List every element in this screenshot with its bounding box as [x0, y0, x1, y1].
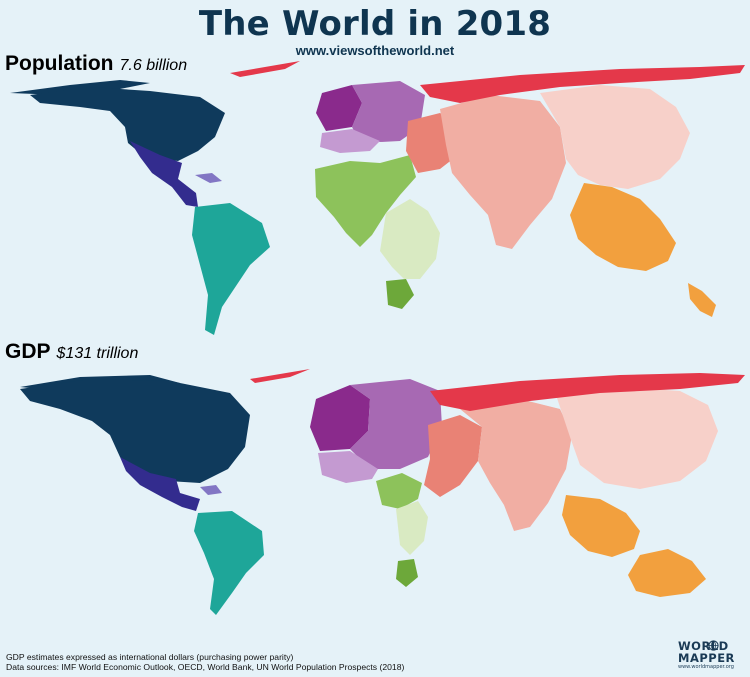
pop-arctic	[10, 80, 150, 95]
pop-east-asia	[540, 85, 690, 189]
population-label: Population	[5, 52, 114, 75]
pop-southern-europe	[320, 129, 380, 153]
logo-url: www.worldmapper.org	[678, 664, 734, 670]
gdp-east-asia	[556, 387, 718, 489]
pop-greenland	[230, 61, 300, 77]
pop-eastern-europe	[352, 81, 425, 143]
pop-southeast-asia	[570, 183, 676, 271]
pop-north-africa	[315, 155, 416, 247]
pop-east-africa	[380, 199, 440, 279]
footnote-sources: Data sources: IMF World Economic Outlook…	[6, 662, 405, 672]
logo-line-2: MAPPER	[678, 650, 735, 665]
source-url: www.viewsoftheworld.net	[295, 43, 455, 58]
gdp-south-america	[194, 511, 264, 615]
gdp-cartogram	[20, 369, 745, 615]
gdp-southern-africa	[396, 559, 418, 587]
gdp-panel-label: GDP $131 trillion	[5, 340, 138, 364]
pop-western-europe	[316, 85, 362, 131]
pop-central-america	[130, 141, 198, 207]
pop-south-america	[192, 203, 270, 335]
pop-russia-band	[420, 65, 745, 103]
pop-southern-africa	[386, 279, 414, 309]
gdp-north-africa	[376, 473, 422, 509]
page-title: The World in 2018	[198, 4, 552, 44]
population-value: 7.6 billion	[119, 57, 188, 74]
pop-north-america	[30, 87, 225, 161]
population-panel-label: Population 7.6 billion	[5, 52, 187, 76]
gdp-southern-europe	[318, 451, 378, 483]
footnote-ppp: GDP estimates expressed as international…	[6, 652, 294, 662]
pop-caribbean	[195, 173, 222, 183]
pop-oceania	[688, 283, 716, 317]
gdp-central-america	[120, 457, 200, 511]
pop-south-asia	[440, 95, 566, 249]
gdp-greenland	[250, 369, 310, 383]
gdp-value: $131 trillion	[56, 345, 139, 362]
gdp-russia-band	[430, 373, 745, 411]
gdp-north-america	[20, 379, 250, 483]
population-cartogram	[10, 61, 745, 335]
gdp-east-africa	[396, 501, 428, 555]
gdp-eastern-europe	[350, 379, 442, 469]
worldmapper-logo: WORLD MAPPER www.worldmapper.org	[678, 639, 746, 670]
gdp-middle-east	[424, 415, 482, 497]
gdp-label: GDP	[5, 340, 51, 363]
gdp-caribbean	[200, 485, 222, 495]
gdp-south-asia	[460, 399, 572, 531]
gdp-southeast-asia	[562, 495, 640, 557]
gdp-oceania	[628, 549, 706, 597]
globe-icon	[708, 640, 719, 651]
logo-line-1: WORLD	[678, 639, 729, 653]
gdp-western-europe	[310, 385, 370, 451]
